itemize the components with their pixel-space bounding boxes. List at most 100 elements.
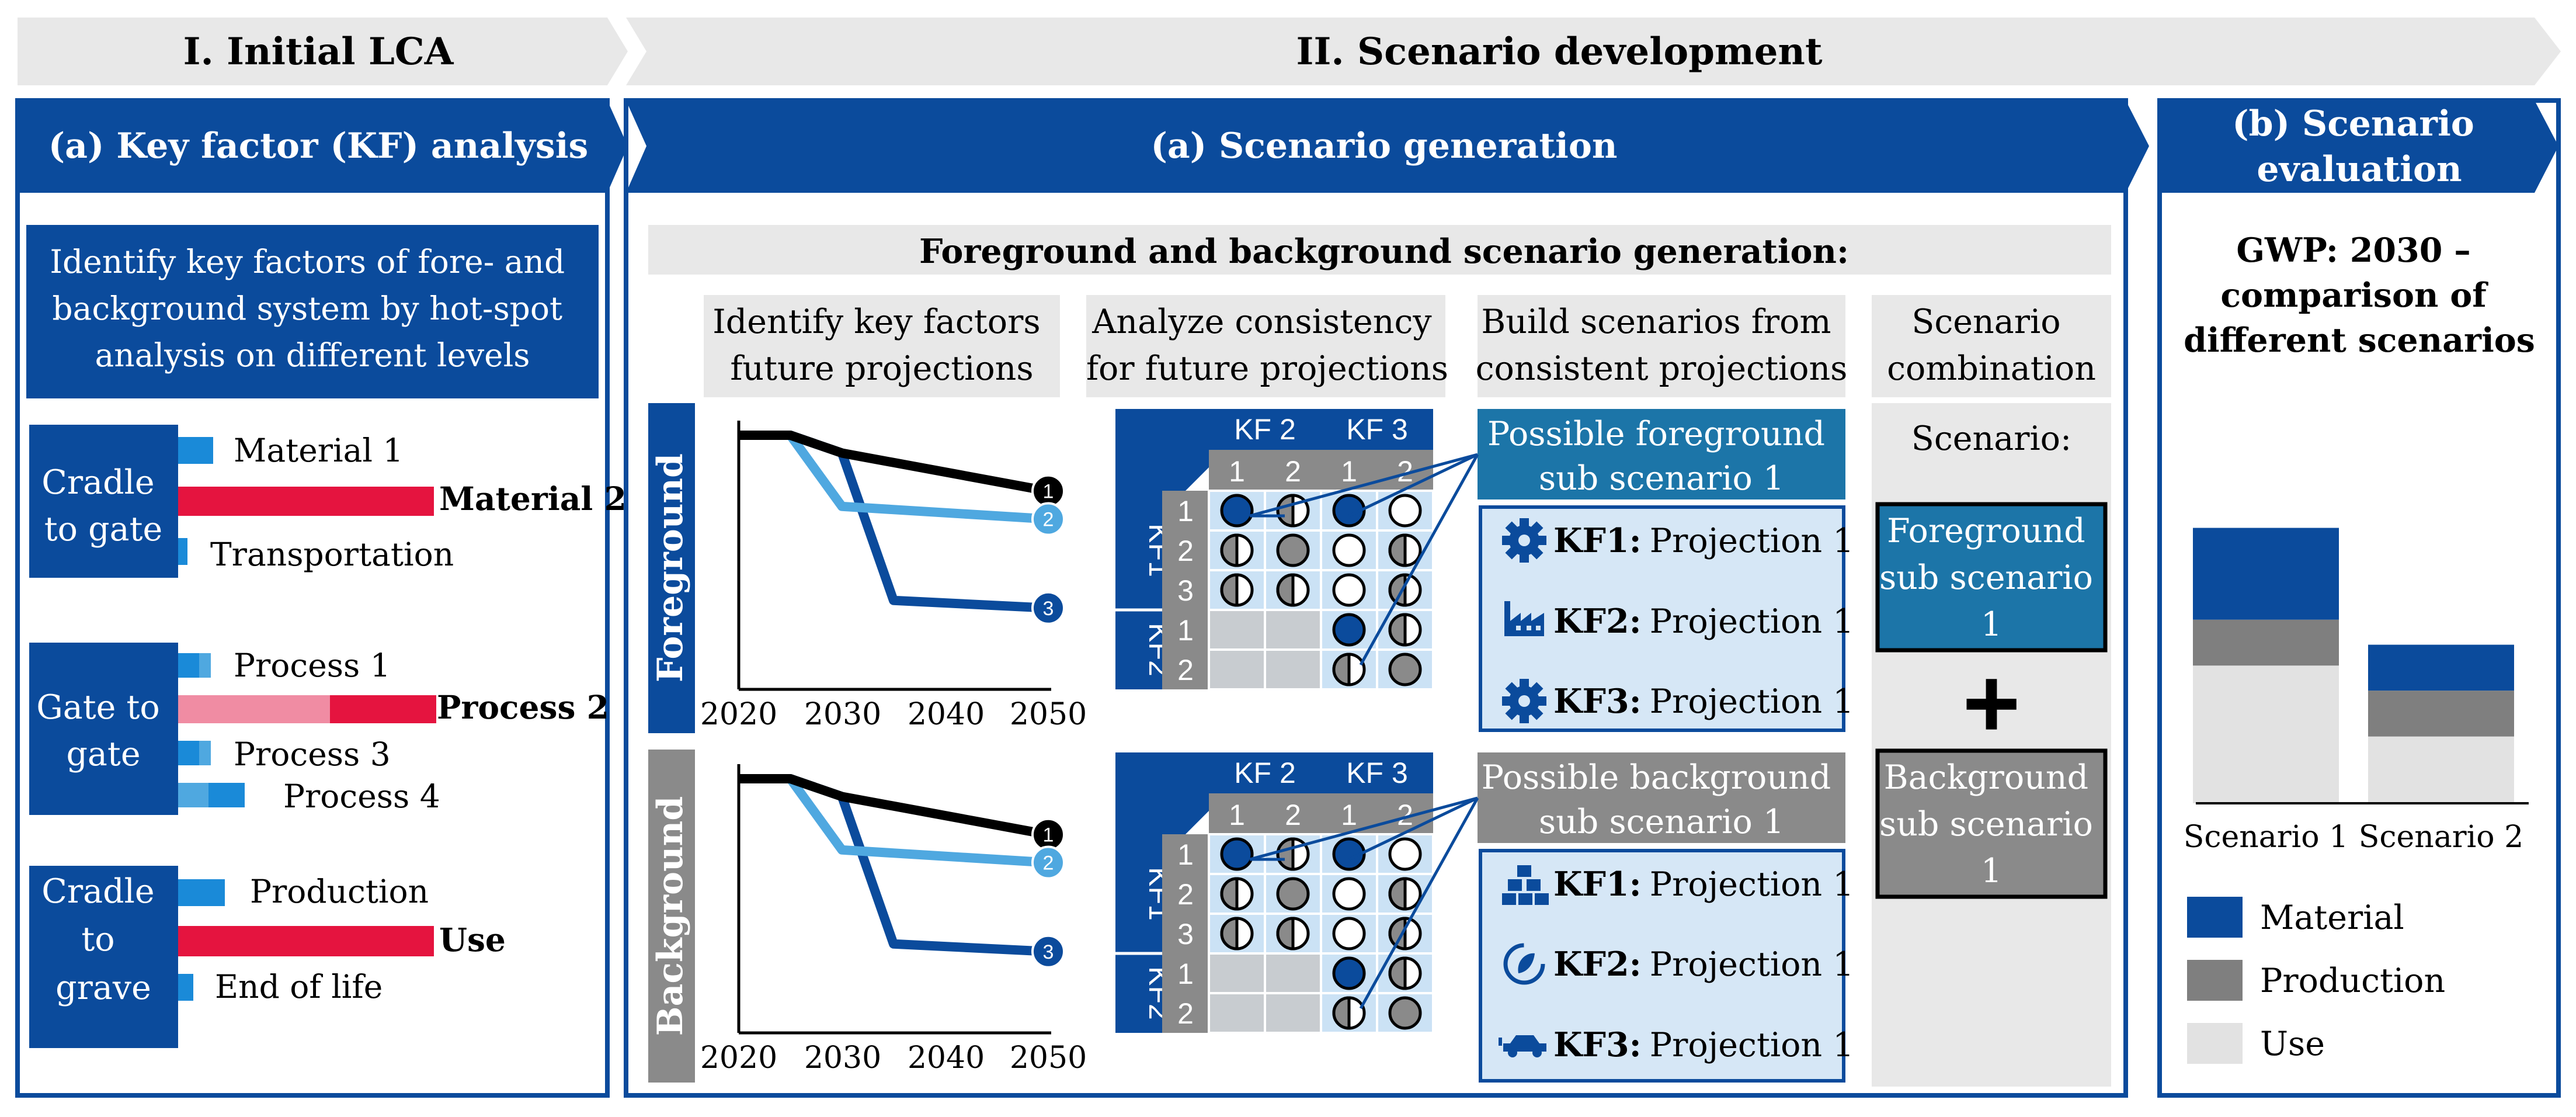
consistency-cell-empty xyxy=(1388,837,1422,871)
consistency-cell-blue xyxy=(1332,956,1366,990)
kf-description-line: Identify key factors of fore- and xyxy=(50,243,565,280)
projection-item: KF1: Projection 1 xyxy=(1502,518,1854,563)
consistency-cell-empty xyxy=(1332,877,1366,911)
consistency-cell-half xyxy=(1220,877,1254,911)
scenario-evaluation-header: evaluation xyxy=(2257,149,2462,190)
projection-key: KF3: xyxy=(1553,682,1642,721)
group-label: to gate xyxy=(44,510,162,549)
consistency-cell-blue xyxy=(1220,837,1254,871)
projection-key: KF1: xyxy=(1553,521,1642,560)
kf-analysis-header: (a) Key factor (KF) analysis xyxy=(48,126,589,166)
hotspot-label-material-1: Material 1 xyxy=(234,432,404,469)
hotspot-bar-use xyxy=(178,926,434,956)
projection-item: KF3: Projection 1 xyxy=(1502,679,1854,723)
consistency-cell-blue xyxy=(1332,494,1366,528)
projection-marker-1: 1 xyxy=(1031,474,1065,508)
svg-text:Possible foreground su: Possible foreground sub scenario 1 xyxy=(1487,415,1835,498)
row-label-background: Background xyxy=(650,796,691,1036)
gwp-category-label: Scenario 1 xyxy=(2184,820,2348,855)
consistency-cell-gray xyxy=(1276,877,1310,911)
column-header: for future projections xyxy=(1086,349,1448,388)
projection-key: KF1: xyxy=(1553,865,1642,904)
hotspot-label-process-1: Process 1 xyxy=(234,647,391,684)
consistency-cell-gray xyxy=(1276,533,1310,567)
consistency-cell-half xyxy=(1276,917,1310,951)
hotspot-bar-process-4 xyxy=(178,783,208,807)
x-tick: 2050 xyxy=(1010,697,1087,732)
hotspot-group-cradle-to-grave: Cradle to grave Production Use End of li… xyxy=(29,866,506,1048)
matrix-row-level: 2 xyxy=(1177,654,1194,686)
scenario-evaluation-panel: (b) Scenario evaluation GWP: 2030 – comp… xyxy=(2157,98,2561,1098)
svg-text:Possible background su: Possible background sub scenario 1 xyxy=(1482,758,1842,841)
matrix-col-group: KF 3 xyxy=(1346,757,1408,789)
gear-icon xyxy=(1502,518,1546,563)
projection-item: KF2: Projection 1 xyxy=(1504,601,1854,641)
group-label: grave xyxy=(55,969,151,1007)
hotspot-group-gate-to-gate: Gate to gate Process 1 Process 2 Process… xyxy=(29,643,609,815)
svg-text:GWP: 2030 – comparison o: GWP: 2030 – comparison of different scen… xyxy=(2184,231,2535,360)
hotspot-label-material-2: Material 2 xyxy=(439,480,627,518)
projection-marker-1: 1 xyxy=(1031,817,1065,852)
column-header: Scenario xyxy=(1911,303,2060,341)
consistency-cell-half xyxy=(1276,837,1310,871)
matrix-row-level: 3 xyxy=(1177,918,1194,951)
x-tick: 2030 xyxy=(804,697,881,732)
svg-text:Foreground sub scenario: Foreground sub scenario 1 xyxy=(1879,512,2104,644)
projection-item: KF1: Projection 1 xyxy=(1502,865,1854,905)
svg-text:KF3:Projection 1: KF3: Projection 1 xyxy=(1553,682,1854,721)
hotspot-bar-material-1 xyxy=(178,437,213,464)
gwp-chart-title: GWP: 2030 – xyxy=(2236,231,2470,270)
sub-scenario-title: sub scenario 1 xyxy=(1539,459,1784,498)
svg-text:KF2:Projection 1: KF2: Projection 1 xyxy=(1553,602,1854,641)
group-label: Cradle xyxy=(41,463,154,502)
matrix-col-level: 2 xyxy=(1285,455,1301,488)
projection-chart-background: 1 2 3 2020 2030 2040 2050 xyxy=(700,764,1087,1076)
consistency-cell-half xyxy=(1220,533,1254,567)
projection-marker-2: 2 xyxy=(1031,845,1065,880)
gwp-category-label: Scenario 2 xyxy=(2359,820,2523,855)
hotspot-bar-transportation xyxy=(178,538,187,565)
projection-text: Projection 1 xyxy=(1650,1026,1854,1064)
consistency-cell-half xyxy=(1388,573,1422,607)
projection-item: KF3: Projection 1 xyxy=(1499,1025,1854,1064)
recycle-icon xyxy=(1503,943,1545,985)
gwp-bar-material-2 xyxy=(2368,644,2514,691)
kf-description-box xyxy=(26,225,599,398)
consistency-cell-blue xyxy=(1332,613,1366,647)
scenario-generation-header: (a) Scenario generation xyxy=(1151,126,1618,166)
matrix-row-level: 2 xyxy=(1177,997,1194,1030)
column-header: Identify key factors xyxy=(712,303,1040,341)
projection-chart-foreground: 1 2 3 2020 2030 2040 2050 xyxy=(700,421,1087,732)
consistency-cell-half xyxy=(1388,877,1422,911)
svg-text:2: 2 xyxy=(1043,509,1054,531)
gwp-bar-material-1 xyxy=(2193,528,2339,620)
phase-title-initial-lca: I. Initial LCA xyxy=(183,30,454,74)
legend-swatch-material xyxy=(2187,897,2243,938)
projection-text: Projection 1 xyxy=(1650,602,1854,641)
combination-background: 1 xyxy=(1981,852,2002,890)
hotspot-group-cradle-to-gate: Cradle to gate Material 1 Material 2 Tra… xyxy=(29,425,627,578)
group-label: to xyxy=(81,920,114,959)
svg-text:Scenario combination: Scenario combination xyxy=(1887,303,2096,388)
projection-text: Projection 1 xyxy=(1650,522,1854,560)
svg-text:KF3:Projection 1: KF3: Projection 1 xyxy=(1553,1025,1854,1064)
svg-text:Identify key factors fut: Identify key factors future projections xyxy=(712,303,1051,388)
projection-marker-3: 3 xyxy=(1031,934,1065,969)
svg-text:1: 1 xyxy=(1043,824,1054,847)
gwp-bar-production-2 xyxy=(2368,691,2514,737)
matrix-row-level: 1 xyxy=(1177,838,1194,871)
scenario-generation-subtitle: Foreground and background scenario gener… xyxy=(919,232,1849,271)
background-row: Background 1 2 3 2020 2030 2040 2050 KF 2 K… xyxy=(648,750,1854,1083)
projection-marker-3: 3 xyxy=(1031,591,1065,625)
consistency-cell-empty xyxy=(1332,917,1366,951)
svg-text:KF1:Projection 1: KF1: Projection 1 xyxy=(1553,865,1854,904)
column-header: combination xyxy=(1887,349,2096,388)
hotspot-label-process-4: Process 4 xyxy=(283,778,440,815)
matrix-col-level: 2 xyxy=(1285,799,1301,831)
svg-text:Analyze consistency for: Analyze consistency for future projectio… xyxy=(1086,303,1448,388)
matrix-col-group: KF 2 xyxy=(1234,757,1296,789)
consistency-cell-empty xyxy=(1388,494,1422,528)
phase-banner-initial-lca: I. Initial LCA xyxy=(18,18,628,85)
combination-foreground: 1 xyxy=(1981,605,2002,644)
